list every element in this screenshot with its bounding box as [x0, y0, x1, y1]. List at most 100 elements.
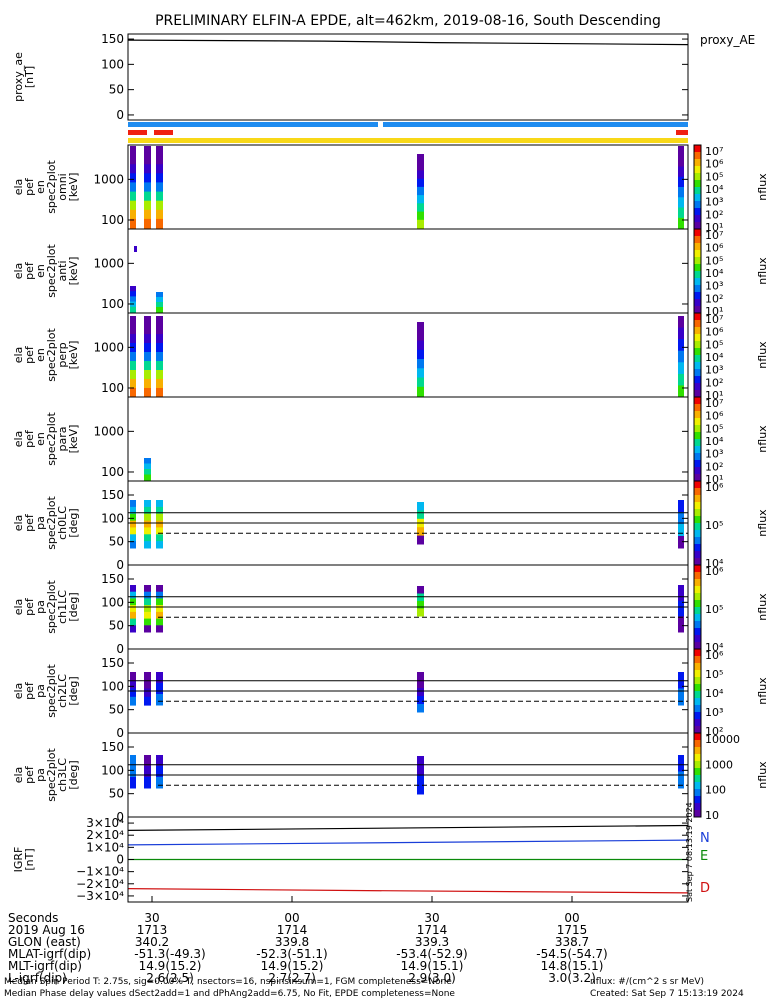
colorbar-swatch: [694, 540, 701, 545]
colorbar-swatch: [694, 411, 701, 415]
colorbar-swatch: [694, 722, 701, 727]
spectrogram-cell: [156, 146, 163, 156]
spectrogram-cell: [417, 154, 424, 163]
spectrogram-cell: [144, 585, 151, 593]
colorbar-swatch: [694, 386, 701, 391]
spectrogram-cell: [144, 766, 151, 778]
colorbar-swatch: [694, 372, 701, 377]
colorbar-swatch: [694, 687, 701, 692]
spectrogram-cell: [417, 349, 424, 360]
colorbar-swatch: [694, 799, 701, 804]
colorbar-swatch: [694, 253, 701, 258]
spectrogram-cell: [417, 756, 424, 776]
spectrogram-cell: [156, 388, 163, 398]
spectrogram-cell: [130, 625, 136, 633]
spectrogram-cell: [130, 379, 136, 389]
colorbar-swatch: [694, 271, 701, 275]
colorbar-swatch: [694, 519, 701, 524]
y-axis-label: pef: [23, 513, 36, 532]
y-tick-label: 50: [109, 535, 124, 549]
colorbar-swatch: [694, 491, 701, 496]
y-tick-label: −1×10⁴: [76, 865, 124, 879]
spectrogram-cell: [144, 325, 151, 335]
colorbar-swatch: [694, 701, 701, 706]
colorbar-tick-label: 10³: [705, 706, 723, 719]
colorbar-swatch: [694, 194, 701, 198]
spectrogram-cell: [417, 359, 424, 369]
spectrogram-cell: [417, 322, 424, 332]
colorbar-swatch: [694, 306, 701, 310]
colorbar-swatch: [694, 582, 701, 587]
x-table-row-label: Seconds: [8, 911, 58, 925]
colorbar-swatch: [694, 355, 701, 359]
spectrogram-cell: [144, 605, 151, 613]
colorbar-swatch: [694, 806, 701, 811]
y-axis-label: para: [56, 427, 69, 452]
spectrogram-cell: [417, 386, 424, 397]
spectrogram-cell: [156, 200, 163, 211]
x-table-cell: -53.4(-52.9): [396, 947, 467, 961]
series-line-total: [127, 824, 689, 832]
colorbar-swatch: [694, 551, 701, 555]
colorbar-swatch: [694, 404, 701, 408]
colorbar-swatch: [694, 358, 701, 363]
y-axis-label: ch3LC: [56, 758, 69, 792]
spectrogram-cell: [130, 585, 136, 593]
y-axis-label: pa: [34, 600, 47, 614]
y-tick-label: 100: [101, 465, 124, 479]
spectrogram-cell: [130, 191, 136, 202]
spectrogram-cell: [417, 502, 424, 511]
y-axis-label: ela: [12, 599, 25, 616]
colorbar-swatch: [694, 729, 701, 734]
y-tick-label: 100: [101, 297, 124, 311]
spectrogram-cell: [156, 611, 163, 620]
spectrogram-cell: [130, 688, 136, 698]
colorbar-swatch: [694, 162, 701, 167]
colorbar-swatch: [694, 516, 701, 520]
spectrogram-cell: [130, 155, 136, 165]
y-axis-label: pa: [34, 768, 47, 782]
spectrogram-cell: [156, 618, 163, 626]
series-line-proxy_AE: [127, 39, 689, 46]
colorbar-swatch: [694, 211, 701, 216]
y-axis-label: ela: [12, 431, 25, 448]
colorbar-tick-label: 10⁶: [705, 326, 724, 339]
colorbar-tick-label: 10³: [705, 364, 723, 377]
spectrogram-cell: [417, 601, 424, 609]
spectrogram-cell: [144, 182, 151, 192]
colorbar-swatch: [694, 565, 701, 569]
x-table-cell: 338.7: [555, 935, 589, 949]
spectrogram-cell: [417, 680, 424, 689]
spectrogram-cell: [156, 173, 163, 183]
y-axis-label: ela: [12, 683, 25, 700]
footer-right-line2: Created: Sat Sep 7 15:13:19 2024: [590, 989, 744, 999]
spectrogram-cell: [130, 370, 136, 380]
y-axis-label: omni: [56, 173, 69, 200]
spectrogram-cell: [678, 373, 684, 386]
spectrogram-cell: [156, 777, 163, 789]
colorbar-swatch: [694, 365, 701, 370]
colorbar-swatch: [694, 449, 701, 454]
spectrogram-cell: [678, 585, 684, 602]
colorbar-swatch: [694, 523, 701, 527]
colorbar-swatch: [694, 446, 701, 450]
spectrogram-cell: [417, 331, 424, 342]
spectrogram-cell: [156, 297, 163, 303]
y-axis-label: spec2plot: [45, 580, 58, 634]
colorbar-swatch: [694, 187, 701, 191]
colorbar-swatch: [694, 568, 701, 573]
y-tick-label: 1000: [93, 172, 124, 186]
colorbar-swatch: [694, 236, 701, 240]
y-tick-label: 50: [109, 83, 124, 97]
colorbar-tick-label: 10⁵: [705, 519, 723, 532]
spectrogram-cell: [144, 534, 151, 542]
y-tick-label: 100: [101, 511, 124, 525]
colorbar-swatch: [694, 208, 701, 212]
spectrogram-cell: [144, 696, 151, 706]
spectrogram-cell: [417, 203, 424, 212]
spectrogram-cell: [156, 541, 163, 549]
colorbar-swatch: [694, 330, 701, 335]
